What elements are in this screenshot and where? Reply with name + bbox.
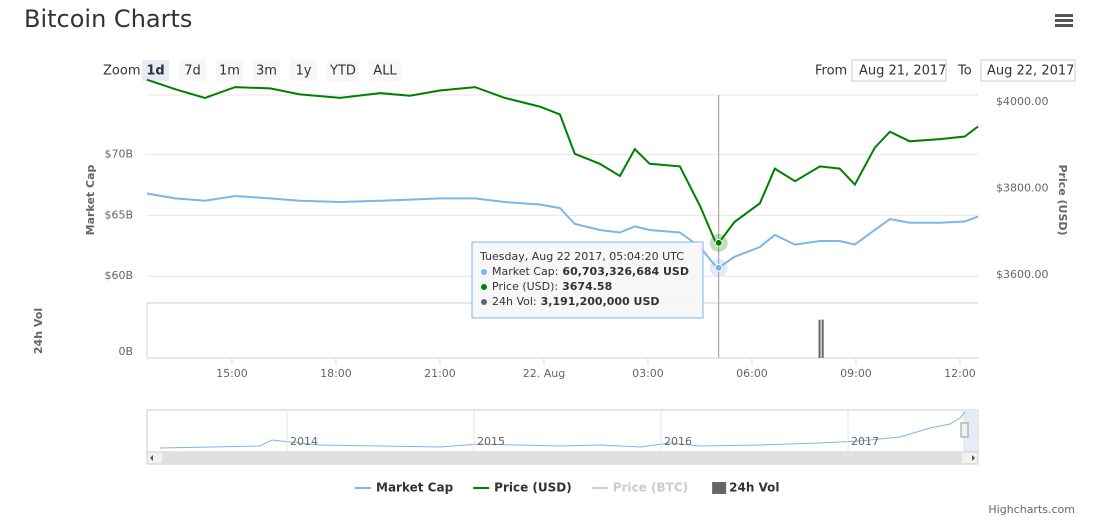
- legend-label[interactable]: Price (BTC): [613, 481, 688, 495]
- zoom-button[interactable]: [253, 60, 280, 81]
- navigator-tick-label: 2014: [290, 435, 318, 448]
- tooltip: Tuesday, Aug 22 2017, 05:04:20 UTC Market…: [471, 241, 704, 319]
- tooltip-box: [471, 241, 704, 319]
- zoom-button-label: 7d: [184, 64, 201, 79]
- tooltip-dot: [481, 284, 487, 290]
- zoom-button-label: YTD: [329, 64, 356, 79]
- hover-marker: [714, 263, 723, 272]
- navigator-selection: [963, 410, 978, 452]
- tooltip-value: 60,703,326,684 USD: [562, 265, 689, 278]
- menu-bar: [1055, 24, 1073, 27]
- hover-marker: [714, 238, 723, 247]
- from-label: From: [815, 64, 847, 79]
- y-tick-label: $65B: [104, 208, 133, 221]
- y-axis-title: Market Cap: [84, 165, 97, 236]
- y2-tick-label: $4000.00: [996, 95, 1049, 108]
- legend-label[interactable]: Price (USD): [494, 481, 572, 495]
- y2-axis-title: Price (USD): [1056, 164, 1069, 235]
- to-value: Aug 22, 2017: [987, 64, 1074, 79]
- zoom-button[interactable]: [290, 60, 317, 81]
- zoom-button-label: 1d: [146, 64, 164, 79]
- scrollbar-track: [162, 453, 962, 463]
- x-tick-label: 22. Aug: [523, 367, 565, 380]
- zoom-button-label: 1y: [296, 64, 312, 79]
- tooltip-value: 3,191,200,000 USD: [541, 295, 660, 308]
- tooltip-label: Price (USD):: [492, 280, 558, 293]
- x-tick-label: 12:00: [944, 367, 976, 380]
- navigator-tick-label: 2017: [851, 435, 879, 448]
- zoom-button[interactable]: [369, 60, 401, 81]
- y-tick-label: $60B: [104, 269, 133, 282]
- volume-tick-label: 0B: [118, 345, 133, 358]
- menu-bar: [1055, 14, 1073, 17]
- tooltip-line: Price (USD): 3674.58: [492, 280, 612, 293]
- to-label: To: [957, 64, 972, 79]
- tooltip-dot: [481, 299, 487, 305]
- credits: Highcharts.com: [988, 503, 1075, 516]
- from-value: Aug 21, 2017: [859, 64, 946, 79]
- volume-bar: [821, 319, 824, 358]
- x-tick-label: 21:00: [424, 367, 456, 380]
- zoom-button-label: ALL: [373, 64, 397, 79]
- series-line: [146, 78, 979, 245]
- zoom-label: Zoom: [103, 64, 140, 79]
- volume-axis-title: 24h Vol: [32, 308, 45, 354]
- zoom-button-label: 1m: [219, 64, 240, 79]
- menu-bar: [1055, 19, 1073, 22]
- tooltip-line: Market Cap: 60,703,326,684 USD: [492, 265, 689, 278]
- x-tick-label: 03:00: [632, 367, 664, 380]
- tooltip-value: 3674.58: [562, 280, 612, 293]
- navigator-tick-label: 2015: [477, 435, 505, 448]
- y2-tick-label: $3600.00: [996, 268, 1049, 281]
- x-tick-label: 09:00: [840, 367, 872, 380]
- x-tick-label: 06:00: [736, 367, 768, 380]
- navigator-line: [159, 411, 966, 449]
- legend-symbol: [712, 482, 727, 494]
- tooltip-label: 24h Vol:: [492, 295, 537, 308]
- legend-label[interactable]: 24h Vol: [729, 481, 779, 495]
- zoom-button[interactable]: [327, 60, 359, 81]
- zoom-button[interactable]: [179, 60, 206, 81]
- zoom-button[interactable]: [142, 60, 169, 81]
- menu-icon[interactable]: [1055, 14, 1073, 27]
- legend-label[interactable]: Market Cap: [376, 481, 454, 495]
- zoom-button-label: 3m: [256, 64, 277, 79]
- zoom-button[interactable]: [216, 60, 243, 81]
- tooltip-label: Market Cap:: [492, 265, 558, 278]
- to-input[interactable]: [980, 59, 1076, 82]
- x-tick-label: 15:00: [216, 367, 248, 380]
- y2-tick-label: $3800.00: [996, 182, 1049, 195]
- y-tick-label: $70B: [104, 148, 133, 161]
- series-line: [146, 192, 979, 269]
- chart-title: Bitcoin Charts: [24, 5, 192, 33]
- x-tick-label: 18:00: [320, 367, 352, 380]
- tooltip-dot: [481, 269, 487, 275]
- tooltip-header: Tuesday, Aug 22 2017, 05:04:20 UTC: [479, 250, 684, 263]
- navigator-tick-label: 2016: [664, 435, 692, 448]
- volume-bar: [818, 319, 821, 358]
- from-input[interactable]: [851, 59, 947, 82]
- tooltip-line: 24h Vol: 3,191,200,000 USD: [492, 295, 660, 308]
- navigator-handle[interactable]: [960, 422, 969, 438]
